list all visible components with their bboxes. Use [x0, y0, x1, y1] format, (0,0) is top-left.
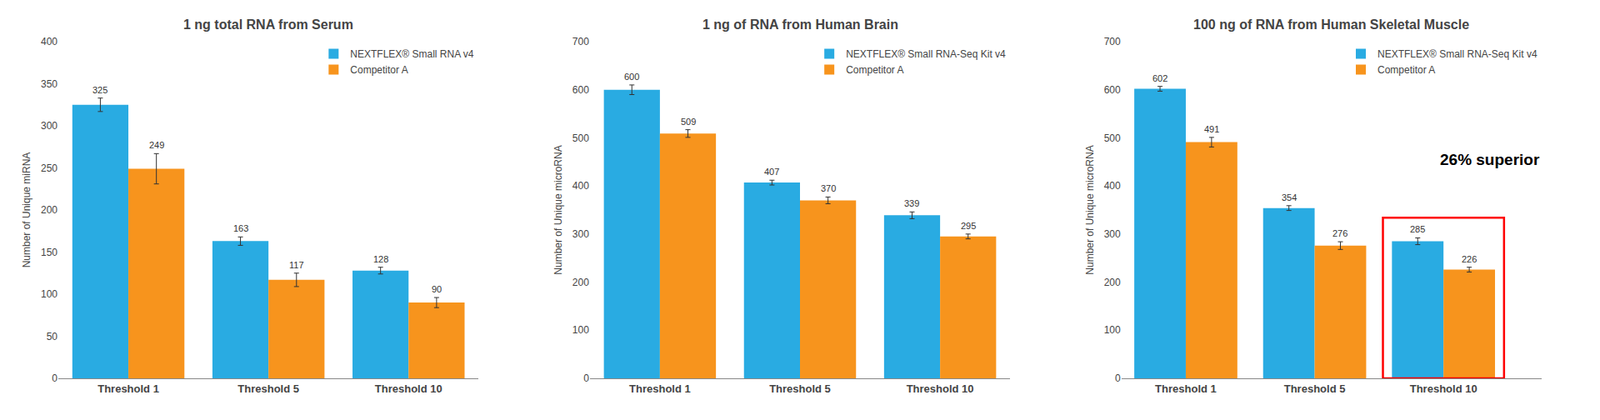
svg-text:Threshold 10: Threshold 10 — [375, 382, 443, 395]
svg-text:354: 354 — [1281, 192, 1297, 203]
svg-text:Competitor A: Competitor A — [1377, 64, 1435, 76]
svg-text:50: 50 — [46, 330, 59, 343]
svg-text:200: 200 — [40, 204, 58, 216]
svg-text:117: 117 — [289, 260, 305, 270]
svg-text:1 ng total RNA from Serum: 1 ng total RNA from Serum — [183, 17, 354, 32]
svg-text:128: 128 — [373, 254, 389, 265]
svg-text:26% superior: 26% superior — [1440, 150, 1540, 169]
svg-text:0: 0 — [1115, 372, 1121, 385]
svg-text:400: 400 — [1104, 180, 1121, 192]
svg-text:Threshold 1: Threshold 1 — [629, 382, 691, 395]
svg-text:Number of Unique microRNA: Number of Unique microRNA — [552, 145, 565, 275]
svg-text:249: 249 — [149, 140, 165, 150]
svg-text:400: 400 — [40, 35, 58, 48]
svg-text:500: 500 — [1104, 132, 1121, 145]
svg-text:407: 407 — [764, 166, 780, 177]
svg-text:226: 226 — [1461, 254, 1477, 265]
svg-text:150: 150 — [40, 246, 58, 259]
svg-text:Threshold 10: Threshold 10 — [906, 382, 975, 395]
svg-text:350: 350 — [40, 78, 58, 90]
svg-text:300: 300 — [1104, 228, 1121, 240]
svg-text:325: 325 — [92, 85, 108, 95]
svg-text:500: 500 — [572, 132, 590, 145]
svg-text:Threshold 10: Threshold 10 — [1410, 382, 1478, 395]
svg-text:90: 90 — [431, 284, 442, 295]
svg-text:300: 300 — [40, 120, 58, 132]
svg-text:100: 100 — [572, 324, 590, 336]
svg-text:Threshold 5: Threshold 5 — [237, 382, 300, 395]
svg-text:100: 100 — [1104, 324, 1121, 336]
svg-text:600: 600 — [624, 71, 640, 82]
svg-text:285: 285 — [1410, 224, 1425, 235]
svg-text:509: 509 — [680, 116, 696, 127]
svg-text:491: 491 — [1204, 124, 1220, 135]
svg-text:Number of Unique miRNA: Number of Unique miRNA — [20, 152, 33, 269]
svg-text:0: 0 — [583, 372, 590, 385]
svg-text:163: 163 — [233, 223, 249, 234]
svg-text:700: 700 — [572, 35, 590, 48]
svg-text:295: 295 — [960, 220, 976, 231]
svg-text:Threshold 5: Threshold 5 — [1284, 382, 1346, 395]
svg-text:Threshold 1: Threshold 1 — [1155, 382, 1217, 395]
svg-text:600: 600 — [572, 84, 590, 96]
svg-text:Competitor A: Competitor A — [350, 64, 408, 76]
svg-text:370: 370 — [820, 183, 836, 194]
svg-text:300: 300 — [572, 228, 590, 240]
svg-text:700: 700 — [1104, 35, 1121, 48]
svg-text:276: 276 — [1332, 228, 1348, 239]
svg-text:600: 600 — [1104, 84, 1121, 96]
svg-text:NEXTFLEX® Small RNA v4: NEXTFLEX® Small RNA v4 — [350, 48, 475, 60]
svg-text:Competitor A: Competitor A — [845, 64, 904, 76]
svg-text:100 ng of RNA from Human Skele: 100 ng of RNA from Human Skeletal Muscle — [1193, 17, 1470, 32]
svg-text:100: 100 — [40, 288, 58, 300]
svg-text:200: 200 — [572, 276, 590, 289]
svg-text:250: 250 — [40, 162, 58, 175]
svg-text:339: 339 — [904, 198, 920, 209]
svg-text:1 ng of RNA from Human Brain: 1 ng of RNA from Human Brain — [702, 17, 899, 32]
svg-text:400: 400 — [572, 180, 590, 192]
svg-text:NEXTFLEX® Small RNA-Seq Kit v4: NEXTFLEX® Small RNA-Seq Kit v4 — [1377, 48, 1538, 60]
svg-text:Number of Unique microRNA: Number of Unique microRNA — [1084, 145, 1096, 275]
svg-text:0: 0 — [51, 372, 58, 385]
svg-text:NEXTFLEX® Small RNA-Seq Kit v4: NEXTFLEX® Small RNA-Seq Kit v4 — [845, 48, 1006, 60]
svg-text:602: 602 — [1152, 73, 1168, 84]
svg-text:200: 200 — [1104, 276, 1121, 289]
svg-text:Threshold 5: Threshold 5 — [769, 382, 831, 395]
svg-text:Threshold 1: Threshold 1 — [97, 382, 160, 395]
